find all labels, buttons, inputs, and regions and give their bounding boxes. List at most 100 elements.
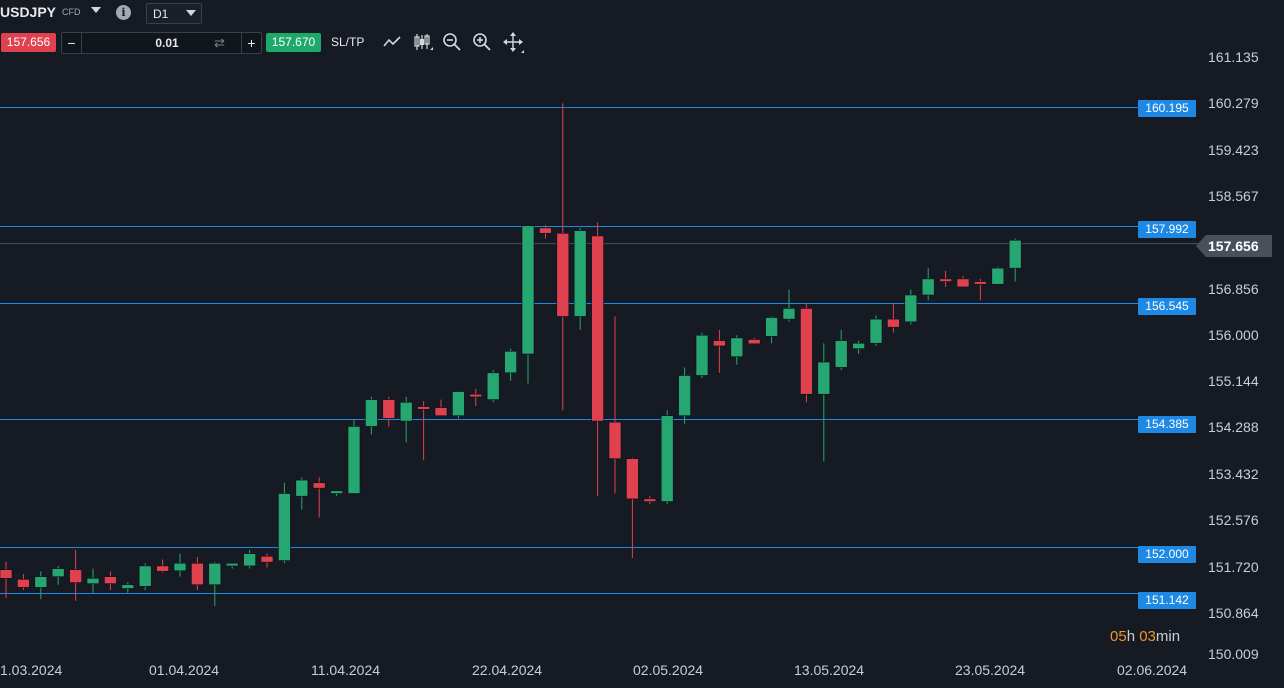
- candle-body: [800, 308, 813, 395]
- candle-body: [887, 318, 900, 328]
- candle-body: [173, 562, 187, 572]
- candle: [86, 568, 100, 593]
- chevron-down-icon[interactable]: [91, 7, 101, 13]
- candle-body: [974, 281, 987, 285]
- candle-body: [556, 232, 570, 317]
- chevron-down-icon: [186, 10, 196, 16]
- candle: [34, 571, 48, 600]
- line-chart-icon[interactable]: [381, 31, 403, 53]
- candle-body: [678, 375, 691, 417]
- candle-body: [991, 267, 1005, 285]
- candle-body: [295, 479, 309, 497]
- candle-body: [191, 562, 204, 586]
- candle: [660, 410, 674, 505]
- candle-body: [312, 482, 326, 489]
- candle: [278, 482, 291, 564]
- candle-body: [452, 391, 465, 417]
- candle: [347, 419, 361, 494]
- x-tick: 1.03.2024: [0, 662, 63, 678]
- candle: [469, 388, 483, 407]
- candle: [956, 276, 970, 288]
- candle-body: [521, 225, 535, 355]
- candle-body: [608, 421, 622, 459]
- candle: [208, 562, 222, 607]
- level-label[interactable]: 151.142: [1138, 592, 1196, 609]
- x-tick: 02.06.2024: [1117, 662, 1188, 678]
- candle: [713, 329, 726, 373]
- candle: [921, 268, 935, 301]
- candle-body: [486, 372, 500, 400]
- y-tick: 154.288: [1208, 419, 1259, 435]
- candle: [173, 553, 187, 577]
- candle: [573, 227, 587, 330]
- candle: [452, 391, 465, 419]
- candle: [138, 563, 152, 591]
- current-price-marker: 157.656: [1196, 235, 1272, 257]
- candle: [156, 559, 169, 573]
- candle: [800, 303, 813, 403]
- candle-body: [573, 230, 587, 317]
- buy-button[interactable]: 157.670: [266, 33, 321, 52]
- candles: [0, 103, 1022, 607]
- level-label[interactable]: 154.385: [1138, 416, 1196, 433]
- candle-body: [399, 401, 413, 422]
- candle: [486, 370, 500, 403]
- candle-body: [504, 351, 517, 374]
- swap-icon[interactable]: ⇄: [214, 35, 225, 50]
- candle-body: [921, 278, 935, 296]
- candle: [191, 556, 204, 591]
- candle-body: [330, 490, 343, 494]
- current-price-label: 157.656: [1208, 238, 1259, 254]
- candle-body: [695, 334, 709, 376]
- sltp-button[interactable]: SL/TP: [331, 35, 365, 49]
- zoom-out-icon[interactable]: [441, 31, 463, 53]
- candle-body: [782, 308, 796, 320]
- y-tick: 156.000: [1208, 327, 1259, 343]
- candle-body: [382, 399, 396, 419]
- move-icon[interactable]: [502, 31, 524, 53]
- candle-body: [417, 406, 430, 410]
- candle: [382, 396, 396, 427]
- zoom-in-icon[interactable]: [471, 31, 493, 53]
- level-label[interactable]: 152.000: [1138, 546, 1196, 563]
- increase-button[interactable]: +: [241, 33, 261, 53]
- level-label[interactable]: 156.545: [1138, 298, 1196, 315]
- x-tick: 13.05.2024: [794, 662, 865, 678]
- timeframe-select[interactable]: D1: [146, 3, 202, 24]
- candle: [782, 289, 796, 322]
- level-label[interactable]: 157.992: [1138, 221, 1196, 238]
- quantity-input[interactable]: 0.01: [155, 36, 179, 50]
- candle: [417, 401, 430, 461]
- candle-body: [852, 342, 865, 349]
- y-tick: 155.144: [1208, 373, 1259, 389]
- level-label[interactable]: 160.195: [1138, 100, 1196, 117]
- symbol-type: CFD: [62, 7, 81, 17]
- candle: [69, 549, 82, 601]
- symbol-name[interactable]: USDJPY: [0, 4, 57, 20]
- y-tick: 153.432: [1208, 466, 1259, 482]
- candle-body: [104, 576, 117, 584]
- sell-button[interactable]: 157.656: [1, 33, 56, 52]
- candle-body: [86, 577, 100, 584]
- info-icon[interactable]: i: [116, 5, 131, 20]
- quantity-stepper[interactable]: − 0.01 ⇄ +: [61, 32, 262, 54]
- candle: [626, 457, 639, 558]
- candle-body: [539, 227, 552, 234]
- decrease-button[interactable]: −: [62, 33, 82, 53]
- y-tick: 150.864: [1208, 605, 1259, 621]
- candle-body: [17, 579, 30, 588]
- y-tick: 150.009: [1208, 646, 1259, 662]
- candles-icon[interactable]: [411, 31, 433, 53]
- candle-body: [260, 555, 274, 563]
- candle-body: [591, 235, 604, 422]
- candle: [591, 222, 604, 497]
- candle: [678, 367, 691, 424]
- candle-body: [817, 361, 831, 395]
- candle-body: [34, 576, 48, 588]
- candle: [17, 573, 30, 591]
- candle-body: [643, 498, 657, 502]
- candle: [1008, 238, 1022, 282]
- y-tick: 152.576: [1208, 512, 1259, 528]
- candle: [608, 316, 622, 494]
